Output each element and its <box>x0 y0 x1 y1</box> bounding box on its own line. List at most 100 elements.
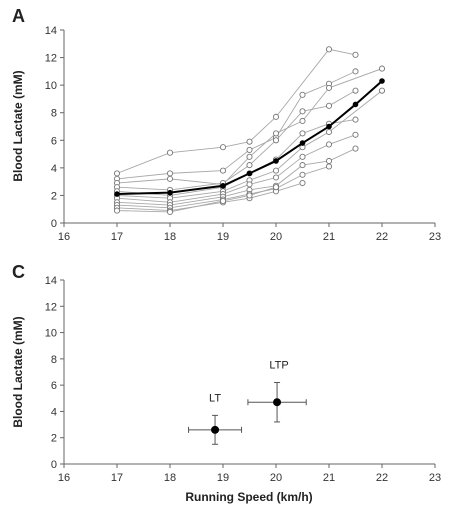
x-axis-title-c: Running Speed (km/h) <box>185 490 312 504</box>
individual-data-point <box>325 128 333 136</box>
y-tick-label-a: 8 <box>51 108 57 120</box>
y-tick-label-c: 12 <box>45 301 57 313</box>
panel-a: A Blood Lactate (mM) 0 2 4 6 8 10 12 14 16 17 18 19… <box>11 6 441 243</box>
individual-series-line <box>116 48 356 174</box>
mean-data-point <box>246 170 253 177</box>
x-tick-label-a: 23 <box>429 231 441 243</box>
individual-data-point <box>272 137 280 144</box>
y-tick-label-a: 2 <box>51 190 57 202</box>
individual-data-point <box>219 144 227 151</box>
individual-data-point <box>272 174 280 181</box>
individual-series-line <box>116 90 356 191</box>
individual-data-point <box>272 184 280 191</box>
mean-data-point <box>220 182 226 189</box>
threshold-label-lt: LT <box>209 392 221 404</box>
individual-data-point <box>325 163 333 170</box>
y-tick-label-c: 10 <box>45 328 57 340</box>
y-tick-label-c: 2 <box>51 433 57 445</box>
individual-data-point <box>352 87 359 94</box>
panel-letter-c: C <box>12 262 25 282</box>
individual-data-point <box>352 145 359 152</box>
y-tick-label-a: 12 <box>45 53 57 65</box>
x-tick-label-c: 17 <box>111 472 123 484</box>
y-tick-label-c: 6 <box>51 380 57 392</box>
y-tick-label-c: 8 <box>51 354 57 366</box>
x-tick-label-a: 22 <box>376 231 388 243</box>
x-tick-label-a: 19 <box>217 231 229 243</box>
x-tick-label-c: 21 <box>323 472 335 484</box>
individual-data-point <box>246 153 253 160</box>
panel-letter-a: A <box>12 6 25 26</box>
x-tick-label-a: 16 <box>58 231 70 243</box>
x-tick-label-c: 16 <box>58 472 70 484</box>
mean-data-point <box>352 101 359 108</box>
mean-data-point <box>114 191 120 197</box>
individual-data-point <box>352 68 359 75</box>
y-tick-label-a: 0 <box>51 218 57 230</box>
individual-series-line <box>116 134 356 203</box>
individual-data-point <box>299 108 306 115</box>
individual-data-point <box>272 113 280 120</box>
individual-data-point <box>299 171 306 178</box>
y-axis-title-a: Blood Lactate (mM) <box>11 70 25 181</box>
individual-data-point <box>352 51 359 58</box>
individual-data-point <box>246 181 253 188</box>
points-group-c: LT LTP <box>188 360 307 445</box>
individual-data-point <box>378 65 386 72</box>
individual-data-point <box>325 157 333 165</box>
x-tick-label-a: 21 <box>323 231 335 243</box>
x-tick-label-c: 18 <box>164 472 176 484</box>
y-tick-label-a: 10 <box>45 80 57 92</box>
y-axis-title-c: Blood Lactate (mM) <box>11 316 25 427</box>
individual-data-point <box>246 192 253 199</box>
individual-data-point <box>113 170 121 177</box>
individual-data-point <box>352 116 359 123</box>
individual-data-point <box>272 130 280 137</box>
individual-data-point <box>299 153 306 160</box>
individual-data-point <box>246 138 253 145</box>
individual-data-point <box>325 84 333 91</box>
mean-data-point <box>379 78 385 84</box>
individual-series-line <box>116 68 383 185</box>
x-tick-label-a: 17 <box>111 231 123 243</box>
individual-data-point <box>352 131 359 138</box>
individual-data-point <box>219 167 227 174</box>
panel-c: C Blood Lactate (mM) Running Speed (km/h… <box>11 262 441 504</box>
axes-c: 0 2 4 6 8 10 12 14 16 17 18 19 20 21 22 23 <box>45 275 441 484</box>
y-tick-label-a: 4 <box>51 163 57 175</box>
y-tick-label-a: 6 <box>51 135 57 147</box>
individual-series-line <box>116 119 356 196</box>
threshold-point-ltp <box>273 398 282 407</box>
individual-data-point <box>325 46 333 53</box>
y-tick-label-c: 14 <box>45 275 57 287</box>
individual-data-point <box>272 167 280 174</box>
individual-series-line <box>116 148 356 206</box>
mean-data-point <box>167 189 173 196</box>
y-tick-label-a: 14 <box>45 25 57 37</box>
mean-data-point <box>273 158 279 164</box>
individual-data-point <box>299 179 306 187</box>
individual-data-point <box>299 130 306 137</box>
x-tick-label-c: 19 <box>217 472 229 484</box>
individual-data-point <box>166 208 174 216</box>
individual-data-point <box>113 207 121 214</box>
y-tick-label-c: 4 <box>51 406 57 418</box>
x-tick-label-c: 23 <box>429 472 441 484</box>
individual-data-point <box>299 162 306 169</box>
threshold-point-lt <box>211 425 220 434</box>
individual-series-line <box>116 90 383 199</box>
individual-data-point <box>325 141 333 148</box>
axes-a: 0 2 4 6 8 10 12 14 16 17 18 19 20 21 22 23 <box>45 25 441 243</box>
individual-data-point <box>166 175 174 182</box>
mean-data-point <box>326 123 332 130</box>
individual-data-point <box>246 162 253 169</box>
individual-data-point <box>166 170 174 177</box>
x-tick-label-c: 22 <box>376 472 388 484</box>
individual-data-point <box>299 117 306 125</box>
x-tick-label-a: 20 <box>270 231 282 243</box>
individual-data-point <box>378 87 386 94</box>
individual-data-point <box>166 149 174 156</box>
x-tick-label-c: 20 <box>270 472 282 484</box>
threshold-label-ltp: LTP <box>269 360 288 372</box>
